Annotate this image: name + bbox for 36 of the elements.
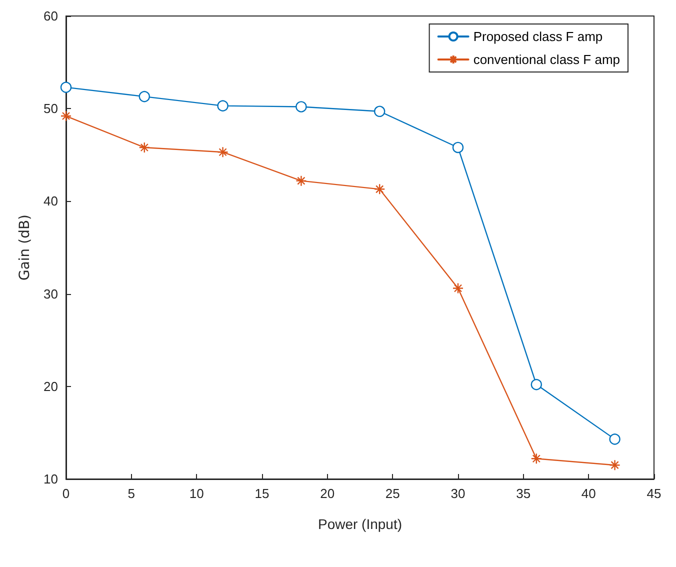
point (60, 110, 72, 122)
y-tick-label: 10 (44, 472, 58, 486)
point (138, 142, 150, 154)
point (374, 106, 386, 117)
x-tick-label: 0 (62, 486, 70, 501)
x-tick-label: 25 (385, 486, 400, 501)
x-tick-label: 5 (128, 486, 135, 501)
x-tick-label: 30 (450, 486, 466, 501)
point (530, 453, 542, 464)
y-axis-title: Gain (dB) (17, 214, 33, 281)
x-tick-label: 40 (581, 486, 596, 501)
point (60, 82, 72, 93)
point (530, 378, 542, 390)
x-tick-label: 35 (516, 486, 531, 501)
x-tick-label: 45 (646, 486, 662, 501)
y-tick-label: 60 (44, 8, 58, 24)
point (296, 175, 307, 186)
point (138, 90, 150, 102)
y-tick-label: 20 (44, 378, 58, 394)
y-tick-label: 30 (44, 286, 58, 302)
point (217, 146, 228, 158)
point (609, 460, 620, 471)
point (296, 101, 307, 112)
y-tick-label: 40 (44, 194, 58, 209)
x-tick-label: 10 (189, 486, 204, 501)
x-tick-label: 20 (320, 486, 335, 501)
point (374, 184, 386, 195)
x-tick-label: 15 (254, 486, 270, 501)
legend-label: conventional class F amp (473, 52, 620, 67)
legend-label: Proposed class F amp (473, 29, 603, 44)
x-axis-title: Power (Input) (318, 516, 402, 532)
point (609, 434, 620, 445)
y-tick-label: 50 (44, 101, 58, 116)
point (452, 142, 464, 154)
point (452, 282, 464, 294)
point (217, 100, 228, 112)
